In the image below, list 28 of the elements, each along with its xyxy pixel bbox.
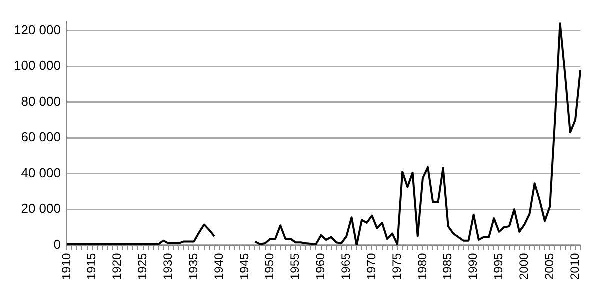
x-tick-label: 1915: [84, 252, 99, 280]
x-tick-label: 1945: [237, 252, 252, 280]
x-tick-label: 1965: [338, 252, 353, 280]
x-tick-label: 1930: [161, 252, 176, 280]
x-tick-label: 1935: [186, 252, 200, 280]
x-tick-label: 1985: [440, 252, 455, 280]
x-tick-label: 2010: [568, 252, 582, 280]
x-tick-label: 1975: [390, 252, 404, 280]
x-tick-label: 1950: [262, 252, 277, 280]
x-tick-label: 1925: [136, 252, 150, 280]
x-tick-label: 1910: [59, 252, 74, 280]
y-tick-label: 40 000: [21, 165, 61, 180]
x-tick-label: 1970: [364, 252, 378, 280]
y-tick-label: 120 000: [14, 22, 61, 38]
x-tick-label: 1940: [212, 252, 226, 280]
x-tick-label: 2005: [542, 252, 556, 280]
x-tick-label: 1960: [314, 252, 328, 280]
x-tick-label: 1980: [415, 252, 430, 280]
x-tick-label: 1995: [492, 252, 506, 280]
x-tick-label: 1990: [466, 252, 480, 280]
x-tick-label: 1955: [288, 252, 302, 280]
y-tick-label: 100 000: [14, 58, 61, 74]
y-tick-label: 80 000: [21, 94, 61, 109]
x-tick-label: 2000: [516, 252, 531, 280]
y-tick-label: 0: [54, 236, 61, 252]
x-tick-label: 1920: [110, 252, 124, 280]
y-tick-label: 60 000: [21, 130, 61, 145]
y-tick-label: 20 000: [21, 201, 61, 216]
